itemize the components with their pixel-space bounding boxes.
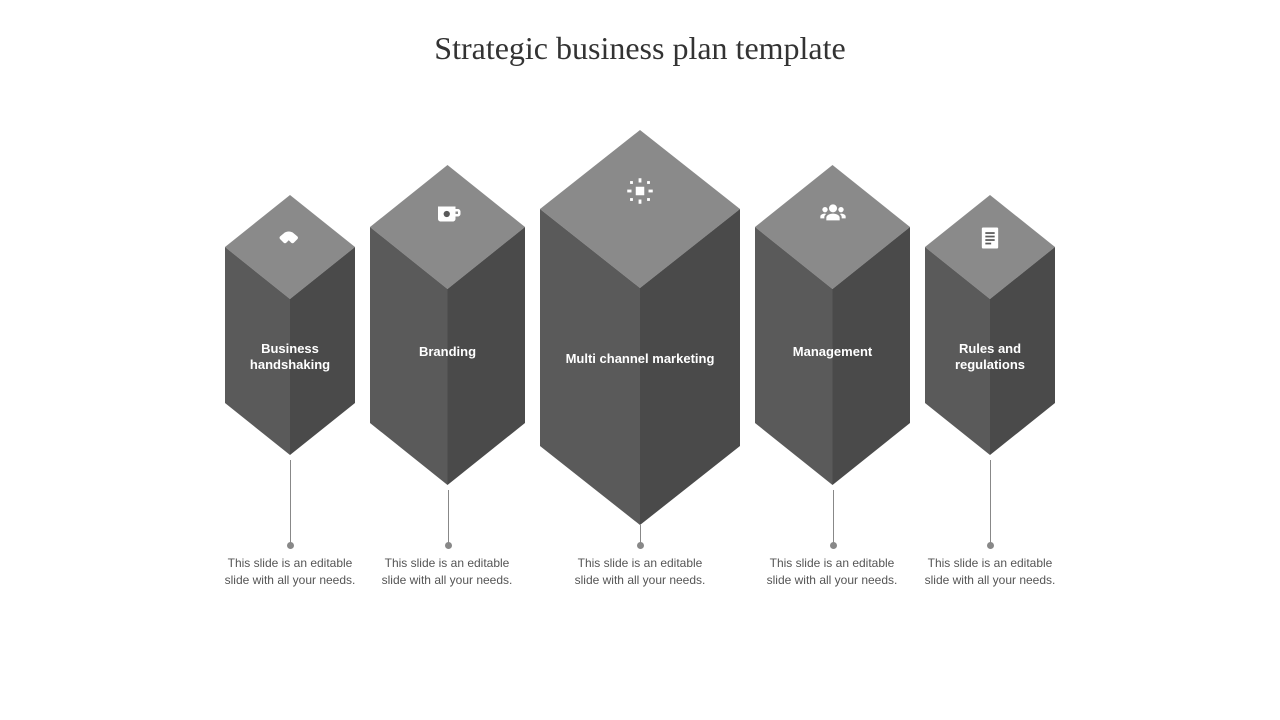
- hex-desc: This slide is an editable slide with all…: [762, 555, 902, 589]
- hex-label: Multi channel marketing: [560, 351, 720, 368]
- mug-icon: [433, 199, 463, 229]
- hex-item-2: Branding This slide is an editable slide…: [370, 165, 525, 485]
- hex-label: Management: [771, 344, 895, 361]
- hex-desc: This slide is an editable slide with all…: [377, 555, 517, 589]
- connector: [290, 460, 291, 545]
- hex-item-5: Rules and regulations This slide is an e…: [925, 195, 1055, 455]
- hex-label: Branding: [386, 344, 510, 361]
- connector: [833, 490, 834, 545]
- connector: [990, 460, 991, 545]
- handshake-icon: [275, 224, 305, 254]
- document-icon: [976, 224, 1004, 252]
- hex-label: Rules and regulations: [938, 341, 1042, 375]
- connector: [448, 490, 449, 545]
- hex-item-3: Multi channel marketing This slide is an…: [540, 130, 740, 525]
- hex-item-4: Management This slide is an editable sli…: [755, 165, 910, 485]
- hex-desc: This slide is an editable slide with all…: [570, 555, 710, 589]
- connector: [640, 525, 641, 545]
- page-title: Strategic business plan template: [0, 0, 1280, 67]
- hex-label: Business handshaking: [238, 341, 342, 375]
- hex-item-1: Business handshaking This slide is an ed…: [225, 195, 355, 455]
- hexagon-container: Business handshaking This slide is an ed…: [0, 120, 1280, 540]
- hex-desc: This slide is an editable slide with all…: [220, 555, 360, 589]
- people-icon: [817, 199, 849, 231]
- expand-icon: [623, 174, 657, 208]
- hex-desc: This slide is an editable slide with all…: [920, 555, 1060, 589]
